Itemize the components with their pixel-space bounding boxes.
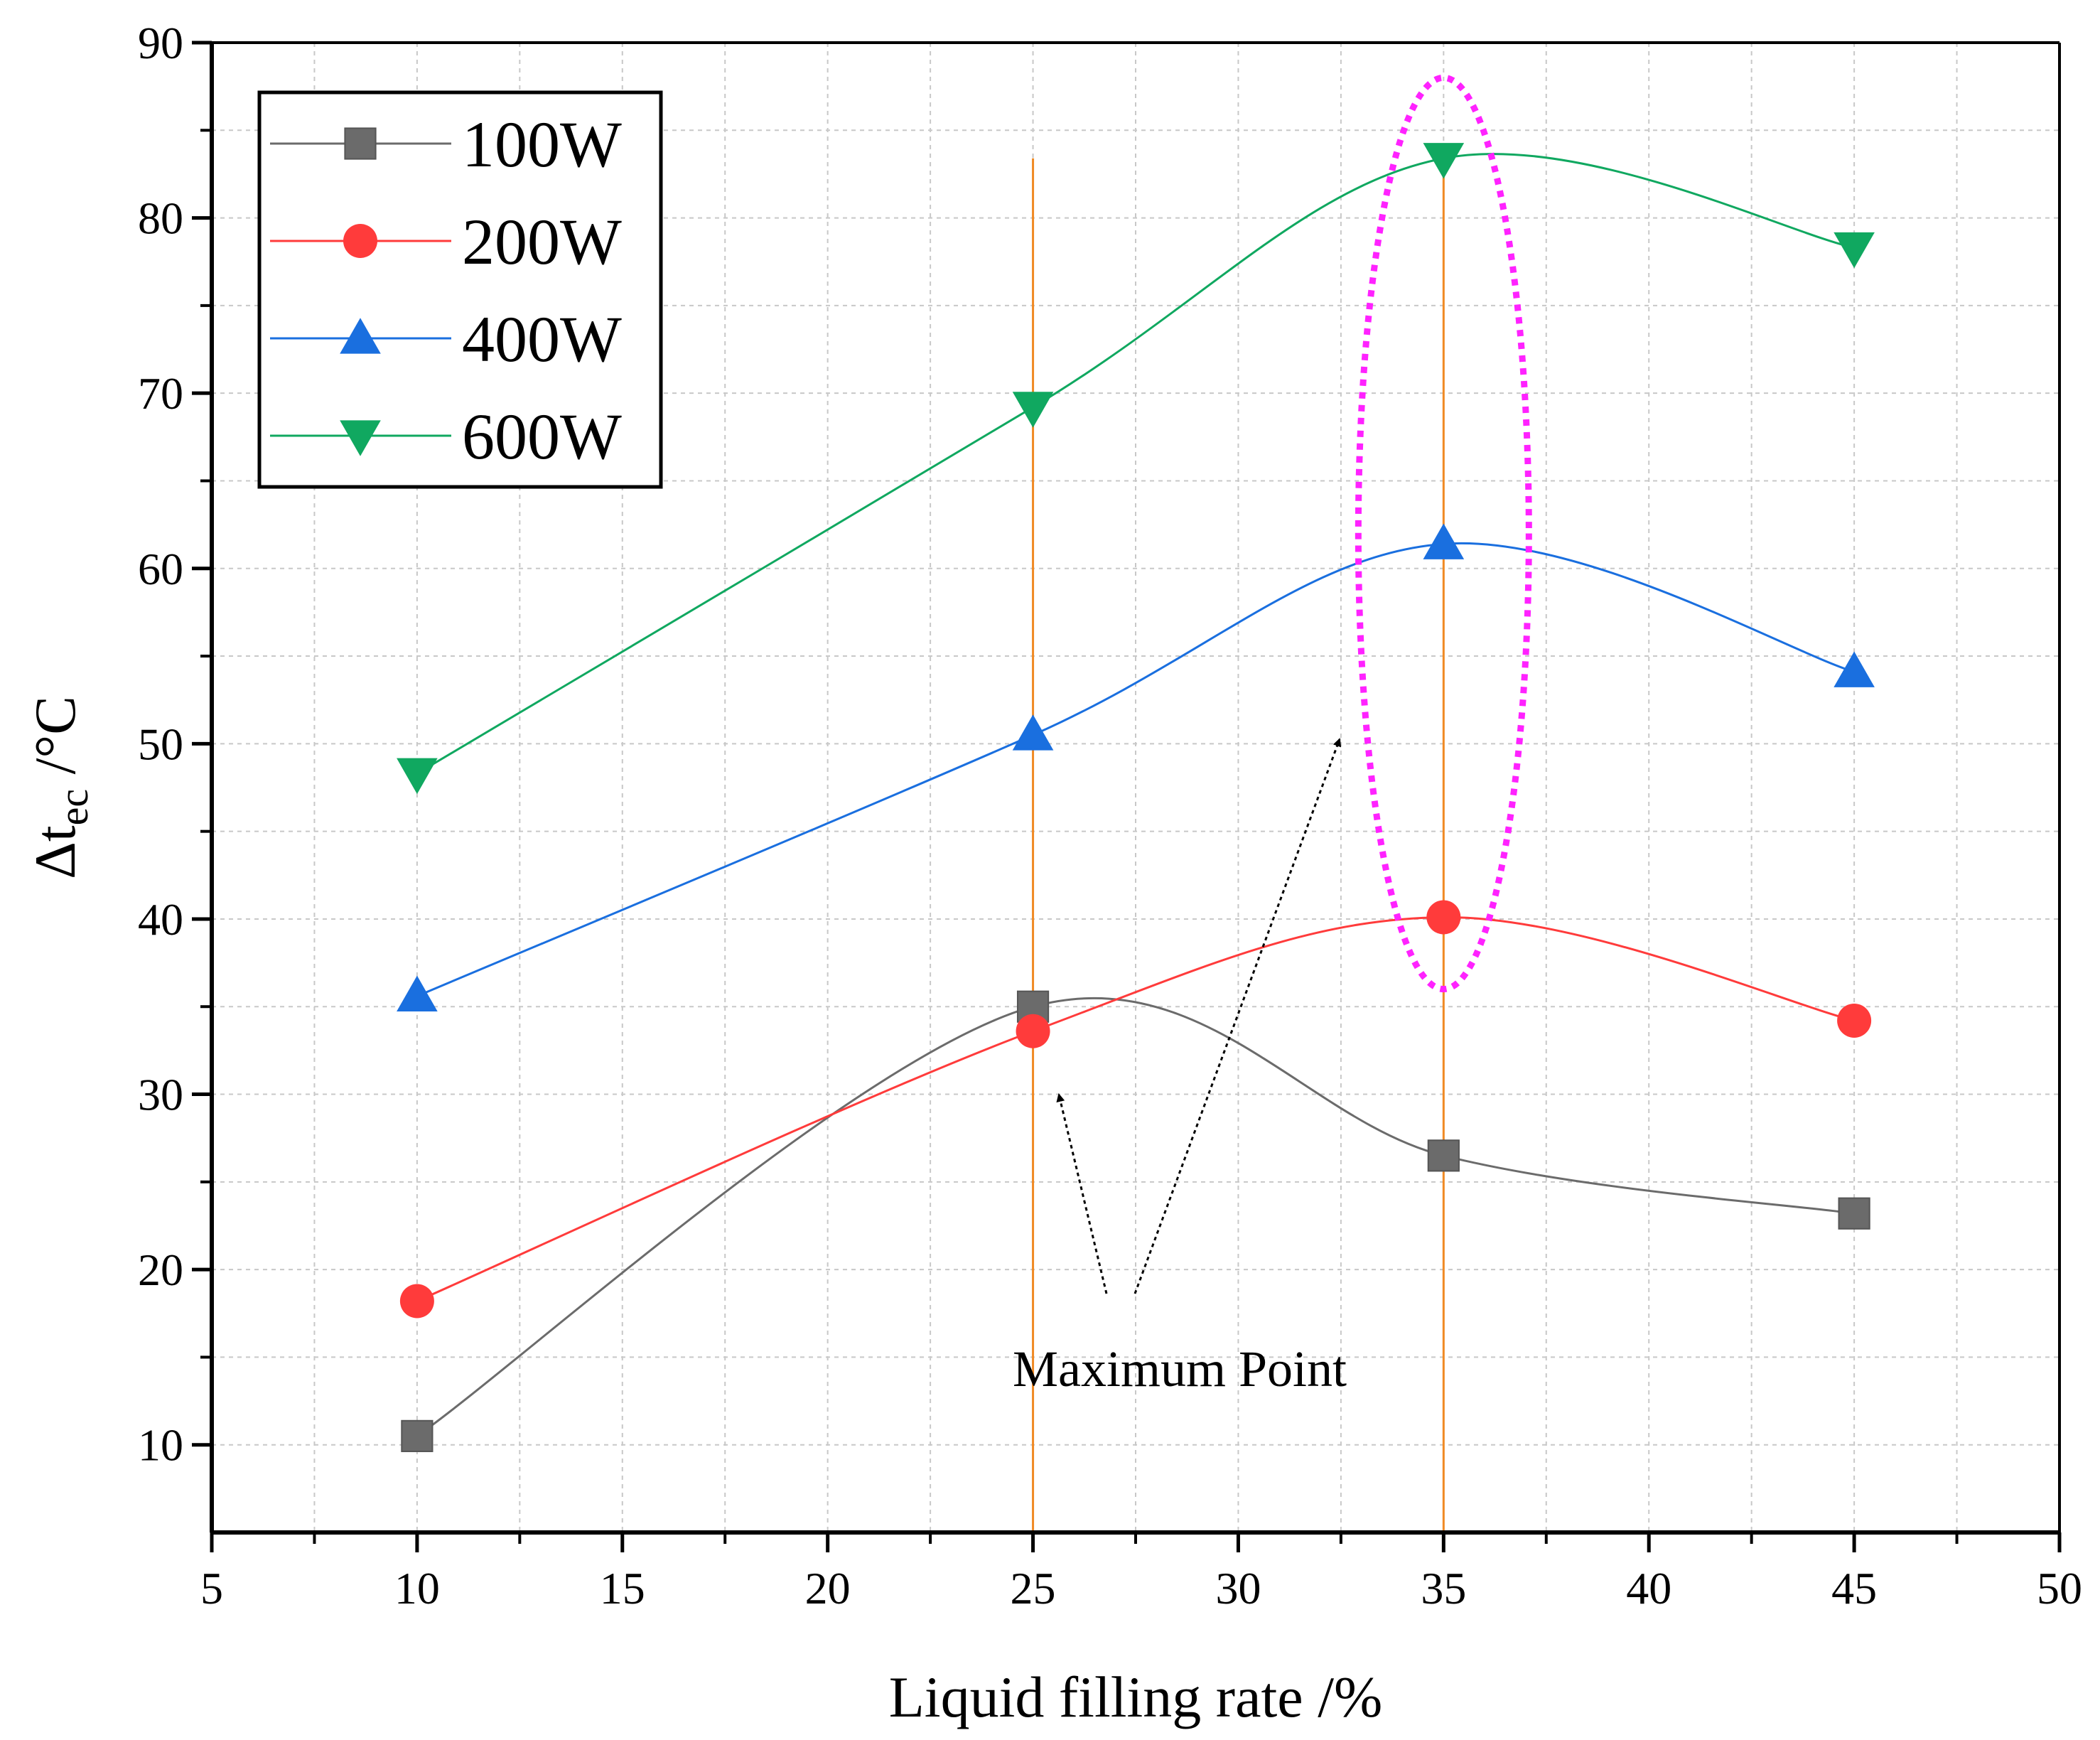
y-axis-title-subscript: ec (50, 789, 97, 826)
series-line-400W (416, 542, 1855, 997)
legend-entry-400W: 400W (270, 303, 622, 375)
data-point-600W-x10 (397, 758, 438, 795)
series-600W (397, 143, 1875, 795)
data-point-200W-x25 (1016, 1014, 1050, 1048)
x-axis-title: Liquid filling rate /% (889, 1665, 1383, 1729)
y-tick-label: 40 (138, 894, 183, 945)
data-point-400W-x45 (1834, 651, 1875, 687)
legend-marker-600W (340, 420, 381, 456)
series-layer (397, 143, 1875, 1452)
axes-layer: 5 10 15 20 25 30 35 40 45 50 10 20 30 40 50 60 70 80 90 (138, 18, 2082, 1613)
series-200W (399, 900, 1872, 1319)
legend-marker-100W (344, 127, 377, 160)
highlight-ellipse (1355, 74, 1532, 993)
x-tick-label: 15 (600, 1563, 645, 1613)
series-100W (401, 990, 1870, 1452)
x-tick-label: 10 (394, 1563, 440, 1613)
series-line-200W (416, 915, 1855, 1302)
data-point-200W-x10 (399, 1284, 434, 1319)
legend-entry-100W: 100W (270, 108, 622, 181)
legend-marker-200W (343, 224, 377, 258)
data-point-400W-x35 (1423, 523, 1465, 559)
legend-marker-400W (340, 318, 381, 354)
x-tick-label: 50 (2037, 1563, 2082, 1613)
legend-label-200W: 200W (462, 205, 622, 278)
legend-box (257, 90, 663, 489)
series-line-100W (416, 997, 1855, 1437)
annotation-text: Maximum Point (1013, 1341, 1347, 1397)
series-line-600W (416, 153, 1855, 775)
x-tick-label: 20 (805, 1563, 851, 1613)
annotation-arrow-25 (1056, 1093, 1108, 1294)
legend-label-100W: 100W (462, 108, 622, 181)
data-point-600W-x45 (1834, 232, 1875, 269)
axis-titles: Liquid filling rate /% Δtec /°C (23, 696, 1382, 1729)
legend-label-600W: 600W (462, 400, 622, 473)
y-tick-label: 80 (138, 193, 183, 244)
annotation-layer: Maximum Point (1013, 74, 1532, 1397)
y-tick-label: 10 (138, 1420, 183, 1471)
data-point-400W-x10 (397, 975, 438, 1012)
annotation-arrow-35 (1134, 738, 1342, 1294)
data-point-100W-x35 (1427, 1139, 1460, 1172)
legend-label-400W: 400W (462, 303, 622, 375)
legend-entry-200W: 200W (270, 205, 622, 278)
x-tick-label: 25 (1011, 1563, 1056, 1613)
y-tick-label: 50 (138, 719, 183, 769)
data-point-400W-x25 (1012, 714, 1054, 751)
data-point-600W-x35 (1423, 143, 1465, 179)
x-tick-label: 40 (1626, 1563, 1671, 1613)
x-tick-label: 5 (200, 1563, 223, 1613)
y-tick-label: 20 (138, 1245, 183, 1295)
data-point-200W-x35 (1426, 900, 1461, 935)
x-tick-label: 35 (1421, 1563, 1466, 1613)
series-400W (397, 523, 1875, 1012)
data-point-200W-x45 (1837, 1003, 1872, 1038)
legend-entry-600W: 600W (270, 400, 622, 473)
y-tick-label: 30 (138, 1070, 183, 1120)
y-axis-title: Δtec /°C (23, 696, 97, 879)
legend: 100W 200W 400W 600W (257, 90, 663, 489)
data-point-600W-x25 (1012, 392, 1054, 428)
data-point-100W-x45 (1838, 1197, 1870, 1230)
data-point-100W-x10 (401, 1419, 434, 1452)
x-tick-label: 30 (1215, 1563, 1261, 1613)
y-axis-title-unit: /°C (23, 696, 87, 789)
x-tick-label: 45 (1831, 1563, 1877, 1613)
reference-lines (1032, 158, 1445, 1532)
y-tick-label: 60 (138, 544, 183, 594)
y-axis-title-main: Δt (23, 825, 87, 879)
y-tick-label: 90 (138, 18, 183, 68)
y-tick-label: 70 (138, 368, 183, 419)
